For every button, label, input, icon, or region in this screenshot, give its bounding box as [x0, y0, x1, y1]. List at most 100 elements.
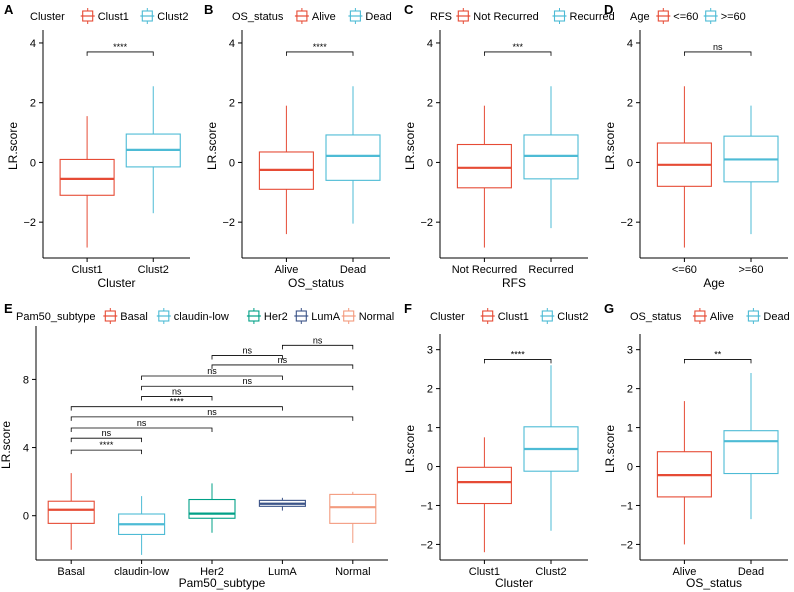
x-tick-label: <=60 [672, 264, 697, 276]
x-tick-label: Alive [672, 566, 696, 578]
legend-key-0: Clust1 [80, 8, 129, 24]
box-body [456, 143, 512, 189]
significance-label: *** [512, 42, 523, 52]
significance-label: ns [207, 366, 217, 376]
legend-label: Clust2 [557, 311, 588, 323]
box-0 [656, 401, 712, 545]
y-tick-label: 4 [627, 38, 633, 50]
legend-label: LumA [311, 311, 340, 323]
legend-label: <=60 [673, 11, 698, 23]
y-tick-label: 4 [23, 443, 29, 455]
y-tick-label: −2 [420, 217, 433, 229]
panel-d: D Age <=60 >=60 −2 0 2 4 LR.score <=60 >=60 Age ns [603, 2, 788, 290]
significance-bracket: ns [141, 376, 354, 391]
y-tick-label: 2 [229, 98, 235, 110]
significance-label: ns [207, 407, 217, 417]
x-tick-label: Not Recurred [452, 264, 517, 276]
box-4 [329, 491, 377, 543]
y-tick-label: −2 [420, 539, 433, 551]
y-axis-title: LR.score [205, 122, 219, 170]
y-tick-label: 1 [627, 423, 633, 435]
y-tick-label: 3 [427, 345, 433, 357]
x-tick-label: Clust1 [469, 566, 500, 578]
x-tick-label: Alive [274, 264, 298, 276]
x-tick-label: Basal [57, 566, 85, 578]
significance-label: ns [242, 376, 252, 386]
y-tick-label: 3 [627, 345, 633, 357]
box-0 [456, 437, 512, 553]
legend-key-1: Clust2 [140, 8, 188, 24]
legend-title: RFS [430, 11, 452, 23]
significance-label: **** [99, 440, 114, 450]
box-0 [59, 116, 115, 248]
legend-key-0: Alive [692, 308, 734, 324]
panel-label: G [604, 301, 614, 316]
significance-label: ns [278, 355, 288, 365]
box-0 [47, 473, 95, 550]
significance-bracket: **** [484, 349, 552, 364]
box-1 [325, 86, 381, 224]
significance-bracket: ns [211, 355, 354, 369]
significance-label: ns [172, 386, 182, 396]
box-1 [125, 86, 181, 214]
x-tick-label: Clust1 [72, 264, 103, 276]
significance-label: ns [137, 418, 147, 428]
significance-bracket: ns [211, 346, 283, 360]
box-body [47, 500, 95, 524]
box-1 [118, 496, 166, 555]
legend-key-1: Clust2 [540, 308, 588, 324]
x-tick-label: Dead [340, 264, 366, 276]
legend-label: Not Recurred [473, 11, 538, 23]
significance-bracket: **** [86, 42, 154, 56]
box-body [723, 430, 779, 475]
legend-title: Cluster [430, 311, 465, 323]
y-axis-title: LR.score [0, 421, 13, 469]
legend-key-0: Clust1 [480, 308, 529, 324]
panel-label: D [604, 2, 613, 17]
legend-label: Alive [312, 11, 336, 23]
box-0 [258, 105, 314, 235]
box-body [59, 158, 115, 196]
legend-label: Dead [365, 11, 391, 23]
y-tick-label: 4 [229, 38, 235, 50]
x-axis-title: Cluster [495, 576, 533, 590]
legend-key-0: Basal [103, 308, 148, 324]
legend-key-0: <=60 [656, 8, 698, 24]
box-body [325, 134, 381, 181]
bracket-line [484, 51, 552, 56]
bracket-line [70, 449, 142, 455]
significance-bracket: **** [70, 440, 142, 455]
y-axis-title: LR.score [403, 122, 417, 170]
y-tick-label: 1 [427, 423, 433, 435]
significance-label: ns [713, 42, 723, 52]
x-axis-title: Pam50_subtype [179, 576, 266, 590]
legend-label: Clust1 [498, 311, 529, 323]
y-tick-label: −2 [620, 539, 633, 551]
box-1 [723, 373, 779, 520]
y-axis-title: LR.score [403, 425, 417, 473]
box-1 [523, 365, 579, 531]
significance-label: ns [313, 335, 323, 345]
box-1 [523, 86, 579, 229]
significance-label: **** [113, 42, 128, 52]
y-tick-label: 0 [427, 157, 433, 169]
legend-label: Clust2 [157, 11, 188, 23]
significance-bracket: ns [70, 418, 213, 432]
legend-label: Her2 [264, 311, 288, 323]
legend-label: Dead [763, 311, 789, 323]
y-tick-label: −1 [620, 500, 633, 512]
y-tick-label: 2 [627, 384, 633, 396]
x-axis-title: Age [703, 276, 725, 290]
legend-title: OS_status [232, 11, 284, 23]
bracket-line [141, 396, 213, 401]
y-tick-label: 8 [23, 374, 29, 386]
legend-label: Basal [120, 311, 148, 323]
significance-label: ns [102, 428, 112, 438]
x-tick-label: >=60 [738, 264, 763, 276]
x-axis-title: OS_status [288, 276, 344, 290]
legend-key-3: LumA [294, 308, 341, 324]
x-axis-title: OS_status [686, 576, 742, 590]
x-tick-label: Normal [335, 566, 370, 578]
